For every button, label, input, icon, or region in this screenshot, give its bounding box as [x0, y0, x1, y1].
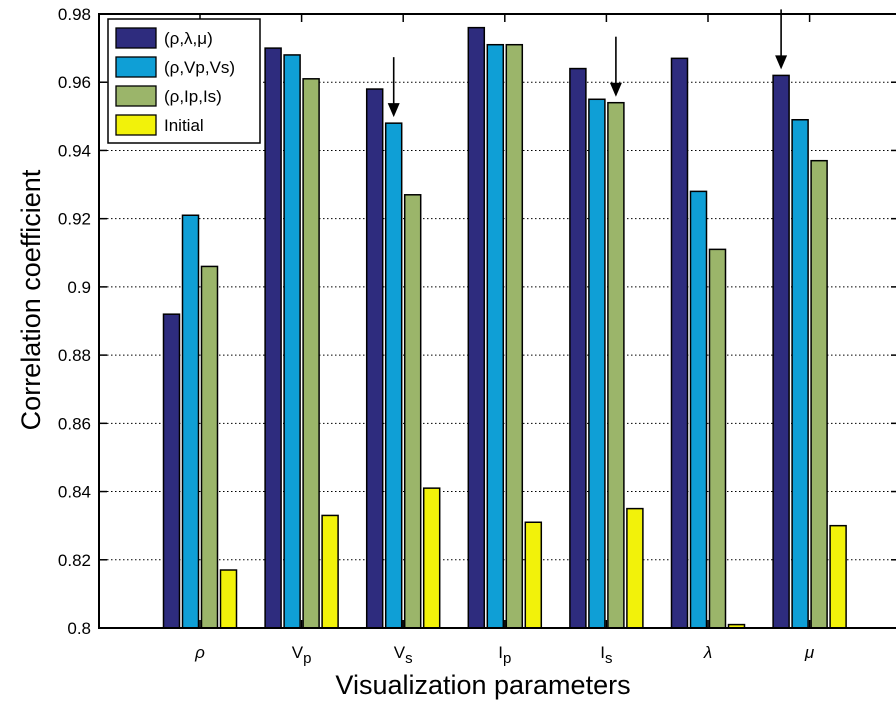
x-tick-label: Is — [600, 643, 612, 667]
bar — [626, 507, 644, 629]
bar — [264, 47, 282, 629]
bar — [283, 54, 301, 629]
legend-swatch — [115, 114, 157, 136]
legend-label: (ρ,Vp,Vs) — [164, 58, 235, 77]
bar — [810, 159, 828, 629]
legend-swatch — [115, 56, 157, 78]
legend-label: (ρ,λ,μ) — [164, 29, 213, 48]
annotation-arrow — [387, 57, 400, 118]
arrows — [387, 9, 788, 118]
bars — [162, 26, 847, 629]
legend-label: (ρ,Ip,Is) — [164, 87, 222, 106]
bar — [791, 118, 809, 629]
y-axis-label: Correlation coefficient — [16, 169, 46, 430]
y-tick-label: 0.8 — [67, 619, 91, 638]
y-tick-label: 0.82 — [58, 551, 91, 570]
annotation-arrow — [775, 9, 788, 70]
x-tick-label: ρ — [194, 643, 205, 662]
bar — [524, 521, 543, 629]
y-tick-label: 0.84 — [58, 483, 91, 502]
bar — [384, 122, 403, 629]
y-tick-label: 0.88 — [58, 346, 91, 365]
x-tick-label: Ip — [498, 643, 511, 667]
bar — [200, 265, 219, 629]
bar — [588, 98, 606, 629]
y-axis-ticks: 0.8 0.82 0.84 0.86 0.88 0.9 0.92 0.94 0.96 0.98 — [58, 5, 896, 638]
annotation-arrow — [609, 36, 622, 97]
bar — [422, 487, 441, 629]
legend-swatch — [115, 85, 157, 107]
legend-swatch — [115, 27, 157, 49]
x-tick-label: λ — [703, 643, 712, 662]
y-tick-label: 0.98 — [58, 5, 91, 24]
x-tick-label: Vs — [394, 643, 413, 667]
bar — [162, 313, 181, 629]
y-tick-label: 0.92 — [58, 210, 91, 229]
bar — [321, 514, 339, 629]
bar — [365, 88, 384, 629]
bar — [181, 214, 200, 629]
bar — [829, 524, 847, 629]
y-tick-label: 0.96 — [58, 73, 91, 92]
bar — [486, 43, 505, 629]
bar — [569, 67, 587, 629]
legend: (ρ,λ,μ) (ρ,Vp,Vs) (ρ,Ip,Is) Initial — [107, 18, 261, 144]
x-tick-label: Vp — [292, 643, 312, 667]
bar — [403, 194, 422, 629]
x-axis-label: Visualization parameters — [335, 670, 630, 700]
y-tick-label: 0.9 — [67, 278, 91, 297]
bar — [772, 74, 790, 629]
legend-label: Initial — [164, 116, 204, 135]
x-tick-label: μ — [804, 643, 815, 662]
bar — [670, 57, 689, 629]
bar — [467, 26, 486, 629]
bar — [302, 78, 320, 629]
bar — [505, 43, 524, 629]
bar — [689, 190, 708, 629]
y-tick-label: 0.86 — [58, 414, 91, 433]
x-axis-ticks: ρ Vp Vs Ip Is λ μ — [194, 14, 815, 667]
arrow-head — [775, 55, 788, 70]
bar — [708, 248, 727, 629]
y-tick-label: 0.94 — [58, 141, 91, 160]
plot-frame — [98, 13, 896, 629]
arrow-head — [387, 103, 400, 118]
bar — [219, 569, 238, 629]
bar — [607, 101, 625, 629]
arrow-head — [609, 82, 622, 97]
